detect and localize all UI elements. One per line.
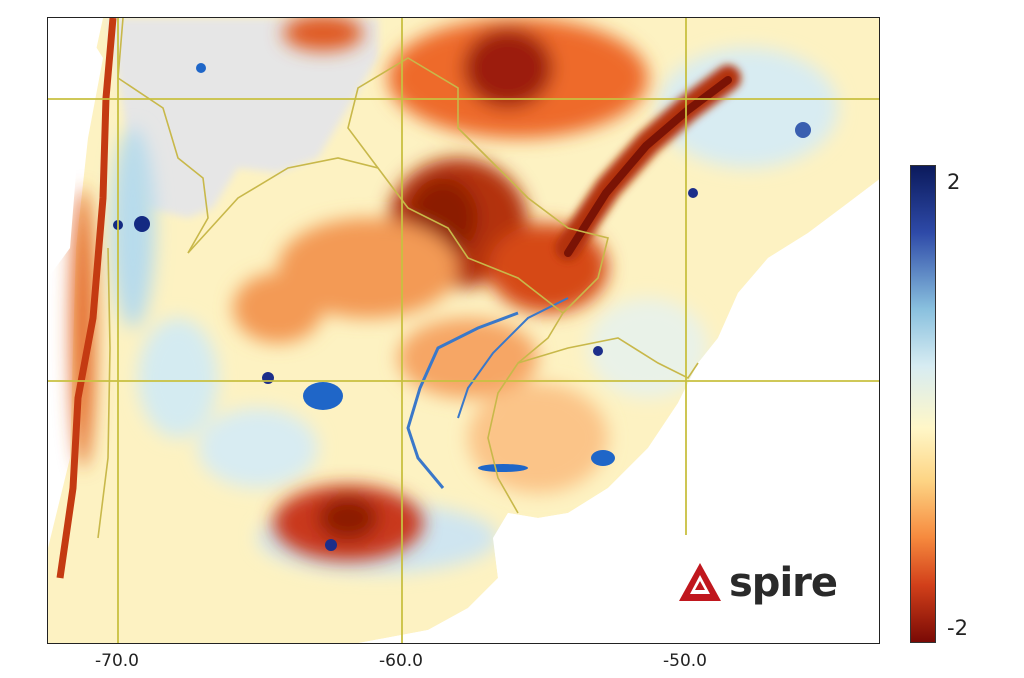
river-dry-core [564, 76, 732, 257]
colorbar-max-label: 2 [947, 170, 961, 194]
colorbar [910, 165, 936, 643]
coastal-stripe [56, 18, 117, 579]
spire-logo: spire [677, 560, 838, 606]
river-parana [406, 311, 519, 489]
no-data-region [108, 18, 378, 218]
pacific-ocean [48, 18, 103, 278]
x-tick-label: -70.0 [95, 651, 139, 671]
colorbar-min-label: -2 [947, 616, 968, 640]
river-uruguay [457, 297, 569, 419]
map-canvas [48, 18, 879, 643]
anomaly-map [47, 17, 880, 644]
x-tick-label: -50.0 [663, 651, 707, 671]
atlantic-ocean [358, 179, 879, 643]
x-tick-label: -60.0 [379, 651, 423, 671]
graticule [48, 18, 879, 643]
spire-logo-icon [679, 563, 721, 601]
logo-text: spire [729, 560, 838, 606]
